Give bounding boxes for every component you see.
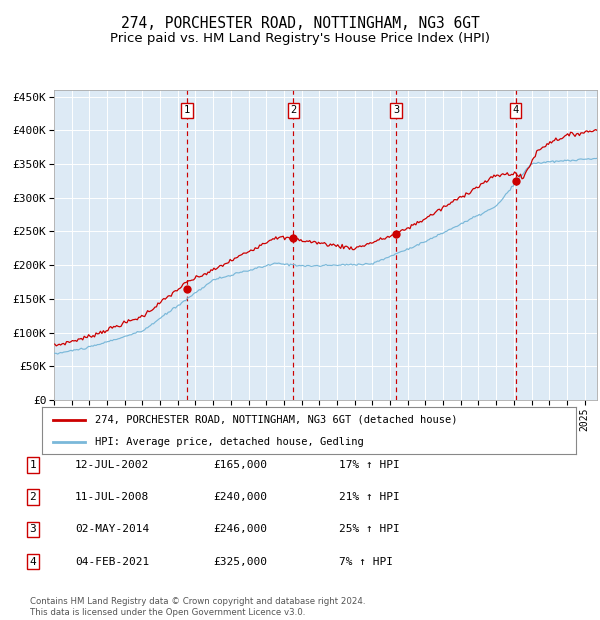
Text: £165,000: £165,000 [213, 460, 267, 470]
Text: 25% ↑ HPI: 25% ↑ HPI [339, 525, 400, 534]
Text: £246,000: £246,000 [213, 525, 267, 534]
Text: 7% ↑ HPI: 7% ↑ HPI [339, 557, 393, 567]
Text: 1: 1 [29, 460, 37, 470]
Text: Price paid vs. HM Land Registry's House Price Index (HPI): Price paid vs. HM Land Registry's House … [110, 32, 490, 45]
Text: 21% ↑ HPI: 21% ↑ HPI [339, 492, 400, 502]
Text: 04-FEB-2021: 04-FEB-2021 [75, 557, 149, 567]
Text: 3: 3 [393, 105, 399, 115]
Text: HPI: Average price, detached house, Gedling: HPI: Average price, detached house, Gedl… [95, 437, 364, 447]
Text: 3: 3 [29, 525, 37, 534]
Text: 4: 4 [512, 105, 518, 115]
Text: 11-JUL-2008: 11-JUL-2008 [75, 492, 149, 502]
Text: 02-MAY-2014: 02-MAY-2014 [75, 525, 149, 534]
Text: 2: 2 [29, 492, 37, 502]
Text: 17% ↑ HPI: 17% ↑ HPI [339, 460, 400, 470]
Text: 274, PORCHESTER ROAD, NOTTINGHAM, NG3 6GT: 274, PORCHESTER ROAD, NOTTINGHAM, NG3 6G… [121, 16, 479, 30]
Text: 12-JUL-2002: 12-JUL-2002 [75, 460, 149, 470]
Text: £325,000: £325,000 [213, 557, 267, 567]
Text: 1: 1 [184, 105, 190, 115]
Text: 4: 4 [29, 557, 37, 567]
Text: 274, PORCHESTER ROAD, NOTTINGHAM, NG3 6GT (detached house): 274, PORCHESTER ROAD, NOTTINGHAM, NG3 6G… [95, 415, 458, 425]
Text: £240,000: £240,000 [213, 492, 267, 502]
Text: Contains HM Land Registry data © Crown copyright and database right 2024.
This d: Contains HM Land Registry data © Crown c… [30, 598, 365, 617]
Text: 2: 2 [290, 105, 296, 115]
